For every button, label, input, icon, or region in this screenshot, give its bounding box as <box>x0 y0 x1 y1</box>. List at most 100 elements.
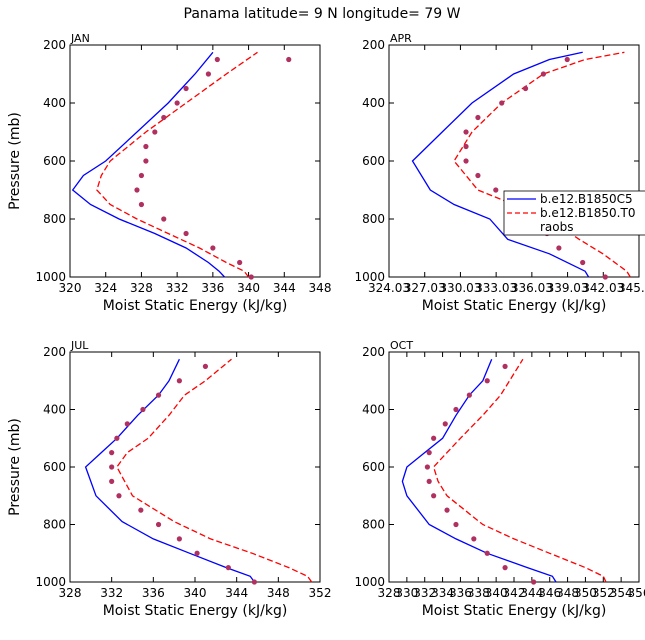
oct-y-tick-label: 600 <box>362 460 385 474</box>
apr-x-tick-label: 330.03 <box>439 281 481 295</box>
oct-series-b1850t0-line <box>432 358 607 583</box>
jan-raobs-point <box>286 56 292 63</box>
oct-raobs-point <box>531 579 537 585</box>
oct-raobs-point <box>502 363 508 369</box>
apr-raobs-point <box>475 114 481 121</box>
apr-x-tick-label: 327.03 <box>404 281 446 295</box>
legend-label-raobs: raobs <box>540 220 574 234</box>
jan-raobs-point <box>205 71 211 77</box>
oct-x-tick-label: 342 <box>503 586 526 600</box>
apr-series-b1850c5-line <box>411 51 590 278</box>
jan-raobs-point <box>248 274 254 280</box>
apr-raobs-point <box>580 259 586 266</box>
oct-x-axis-label: Moist Static Energy (kJ/kg) <box>422 603 607 619</box>
oct-raobs-point <box>484 550 490 556</box>
jan-x-tick-label: 328 <box>130 281 153 295</box>
oct-series-b1850c5-line <box>401 358 557 583</box>
jan-y-tick-label: 200 <box>43 38 66 52</box>
jan-y-tick-label: 400 <box>43 96 66 110</box>
jan-y-tick-label: 1000 <box>35 270 66 284</box>
oct-y-tick-label: 400 <box>362 403 385 417</box>
oct-x-tick-label: 330 <box>395 586 418 600</box>
jul-raobs-point <box>124 421 130 427</box>
jan-x-axis-label: Moist Static Energy (kJ/kg) <box>103 298 288 314</box>
jan-x-tick-label: 340 <box>237 281 260 295</box>
jul-x-axis-label: Moist Static Energy (kJ/kg) <box>103 603 288 619</box>
jul-y-tick-label: 400 <box>43 403 66 417</box>
oct-x-tick-label: 338 <box>467 586 490 600</box>
legend-label-model1: b.e12.B1850C5 <box>540 192 633 206</box>
oct-raobs-point <box>471 536 477 542</box>
apr-raobs-point <box>493 187 499 193</box>
jul-raobs-point <box>109 450 115 456</box>
jan-raobs-point <box>210 245 216 251</box>
jul-series-b1850c5-line <box>84 358 255 583</box>
jan-x-tick-label: 336 <box>201 281 224 295</box>
jul-x-tick-label: 332 <box>100 586 123 600</box>
jan-panel-title: JAN <box>70 32 90 45</box>
jan-y-tick-label: 600 <box>43 154 66 168</box>
jul-raobs-point <box>251 579 257 585</box>
oct-raobs-point <box>453 406 459 413</box>
oct-y-tick-label: 800 <box>362 518 385 532</box>
apr-raobs-point <box>540 71 547 77</box>
jul-raobs-point <box>225 565 231 571</box>
jul-x-tick-label: 348 <box>267 586 290 600</box>
jul-y-tick-label: 800 <box>43 518 66 532</box>
oct-raobs-point <box>442 421 448 427</box>
jul-y-tick-label: 200 <box>43 345 66 359</box>
oct-x-tick-label: 346 <box>538 586 561 600</box>
oct-x-tick-label: 334 <box>431 586 454 600</box>
oct-raobs-point <box>453 521 459 528</box>
oct-raobs-point <box>426 450 432 456</box>
apr-x-tick-label: 345.03 <box>618 281 645 295</box>
jan-raobs-point <box>183 230 189 237</box>
jan-y-tick-label: 800 <box>43 212 66 226</box>
oct-raobs-point <box>484 378 490 384</box>
panel-jan: JAN 320 324 328 332 336 340 344 348 200 400 600 800 1… <box>7 32 331 314</box>
apr-raobs-point <box>499 100 505 106</box>
apr-raobs-point <box>564 56 570 63</box>
apr-raobs-point <box>463 129 469 135</box>
jan-raobs-point <box>138 201 145 208</box>
apr-x-tick-label: 336.03 <box>511 281 553 295</box>
jan-x-tick-label: 324 <box>94 281 117 295</box>
apr-raobs-point <box>602 274 608 280</box>
jan-x-tick-label: 344 <box>273 281 296 295</box>
jul-raobs-point <box>176 536 182 542</box>
jan-series-b1850c5-line <box>71 51 225 278</box>
oct-raobs-point <box>466 392 472 398</box>
apr-y-tick-label: 800 <box>362 212 385 226</box>
jul-panel-title: JUL <box>70 339 89 352</box>
jul-raobs-point <box>176 378 182 384</box>
apr-raobs-point <box>463 143 469 150</box>
jan-y-axis-label: Pressure (mb) <box>7 112 23 210</box>
jul-raobs-point <box>155 521 162 528</box>
legend-label-model2: b.e12.B1850.T0 <box>540 206 635 220</box>
oct-panel-title: OCT <box>390 339 413 352</box>
apr-x-tick-label: 339.03 <box>547 281 589 295</box>
oct-x-tick-label: 356 <box>628 586 645 600</box>
apr-y-tick-label: 400 <box>362 96 385 110</box>
jan-series-b1850t0-line <box>96 51 258 278</box>
jan-x-tick-label: 348 <box>309 281 332 295</box>
oct-raobs-point <box>502 565 508 571</box>
oct-x-tick-label: 340 <box>485 586 508 600</box>
jul-raobs-point <box>109 478 115 484</box>
apr-raobs-point <box>522 85 529 92</box>
apr-panel-title: APR <box>390 32 412 45</box>
jan-x-tick-label: 320 <box>59 281 82 295</box>
oct-raobs-point <box>426 478 432 484</box>
apr-raobs-point <box>463 158 469 164</box>
apr-y-tick-label: 1000 <box>354 270 385 284</box>
jan-x-tick-label: 332 <box>166 281 189 295</box>
oct-x-tick-label: 348 <box>556 586 579 600</box>
jul-y-axis-label: Pressure (mb) <box>7 418 23 516</box>
jul-raobs-point <box>138 507 144 513</box>
panel-oct: OCT3283303323343363383403423443463483503… <box>354 339 645 619</box>
apr-x-tick-label: 342.03 <box>582 281 624 295</box>
jan-raobs-point <box>143 158 149 164</box>
jul-x-tick-label: 336 <box>142 586 165 600</box>
oct-x-tick-label: 350 <box>574 586 597 600</box>
panel-jul: JUL 328 332 336 340 344 348 352 200 400 600 800 1000… <box>7 339 331 619</box>
